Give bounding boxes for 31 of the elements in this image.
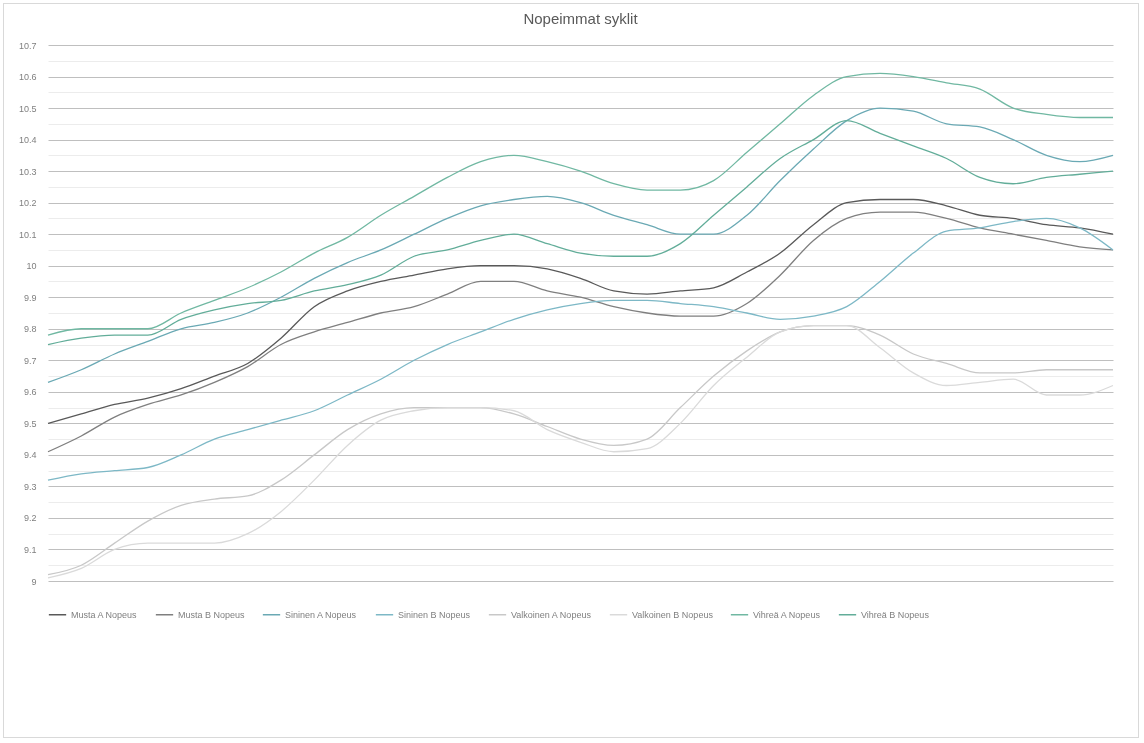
y-tick-label: 10.1 [18, 229, 37, 240]
legend-label: Musta B Nopeus [178, 609, 246, 620]
line-series [47, 198, 1114, 424]
y-tick-label: 9.2 [23, 513, 37, 524]
y-tick-label: 9.4 [23, 450, 37, 461]
y-tick-label: 10.4 [18, 135, 37, 146]
chart-title: Nopeimmat syklit [523, 10, 639, 27]
legend-label: Sininen A Nopeus [285, 609, 357, 620]
y-tick-label: 10.6 [18, 72, 37, 83]
y-tick-label: 10.3 [18, 166, 37, 177]
legend-label: Sininen B Nopeus [398, 609, 471, 620]
y-tick-label: 10.7 [18, 40, 37, 51]
y-tick-label: 10 [26, 261, 37, 272]
legend-label: Musta A Nopeus [71, 609, 138, 620]
y-tick-label: 9.9 [23, 292, 37, 303]
legend-label: Vihreä A Nopeus [753, 609, 821, 620]
line-series [47, 72, 1114, 336]
y-tick-label: 10.2 [18, 198, 37, 209]
y-tick-label: 9.6 [23, 387, 37, 398]
y-tick-label: 10.5 [18, 103, 37, 114]
line-series [47, 107, 1114, 384]
y-tick-label: 9 [31, 576, 37, 587]
y-tick-label: 9.3 [23, 481, 37, 492]
line-series [47, 120, 1114, 346]
y-tick-label: 9.8 [23, 324, 37, 335]
legend-label: Vihreä B Nopeus [861, 609, 930, 620]
y-tick-label: 9.7 [23, 355, 37, 366]
legend-label: Valkoinen A Nopeus [511, 609, 592, 620]
y-tick-label: 9.5 [23, 418, 37, 429]
legend-label: Valkoinen B Nopeus [632, 609, 714, 620]
y-tick-label: 9.1 [23, 544, 37, 555]
